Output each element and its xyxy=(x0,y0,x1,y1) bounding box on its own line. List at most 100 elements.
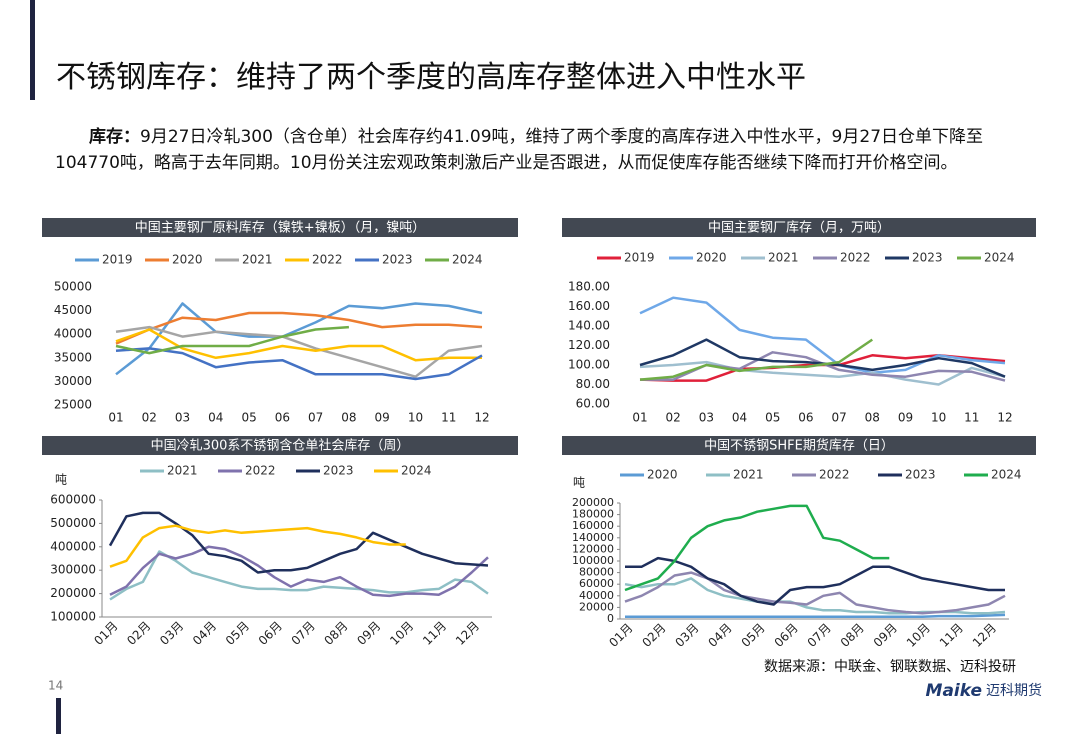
x-tick-label: 01 xyxy=(108,411,123,425)
y-tick-label: 300000 xyxy=(50,563,96,577)
x-tick-label: 07 xyxy=(308,411,323,425)
x-tick-label: 11月 xyxy=(420,619,449,648)
chart-header xyxy=(42,436,518,455)
legend-label: 2023 xyxy=(912,251,943,265)
legend-label: 2020 xyxy=(172,253,203,267)
x-tick-label: 02月 xyxy=(124,619,153,648)
page-number: 14 xyxy=(48,679,63,693)
y-tick-label: 50000 xyxy=(54,280,92,294)
series-line xyxy=(624,504,890,592)
legend-label: 2021 xyxy=(733,468,764,482)
y-tick-label: 140.00 xyxy=(568,319,610,333)
x-tick-label: 10月 xyxy=(387,619,416,648)
legend-label: 2023 xyxy=(905,468,936,482)
x-tick-label: 12月 xyxy=(970,621,999,650)
x-tick-label: 05 xyxy=(241,411,256,425)
chart-header xyxy=(42,218,518,237)
y-tick-label: 140000 xyxy=(572,531,614,544)
x-tick-label: 12月 xyxy=(453,619,482,648)
x-tick-label: 10 xyxy=(931,411,946,425)
y-tick-label: 600000 xyxy=(50,493,96,507)
x-tick-label: 04 xyxy=(732,411,747,425)
x-tick-label: 03月 xyxy=(157,619,186,648)
legend-label: 2019 xyxy=(624,251,655,265)
x-tick-label: 09月 xyxy=(354,619,383,648)
x-tick-label: 07 xyxy=(831,411,846,425)
chart-title: 中国主要钢厂库存（月，万吨） xyxy=(708,220,890,236)
y-tick-label: 400000 xyxy=(50,539,96,553)
x-tick-label: 08月 xyxy=(321,619,350,648)
y-tick-label: 60.00 xyxy=(576,397,610,411)
x-tick-label: 04月 xyxy=(190,619,219,648)
x-tick-label: 11 xyxy=(964,411,979,425)
y-tick-label: 20000 xyxy=(579,600,614,613)
y-tick-label: 40000 xyxy=(579,589,614,602)
series-line xyxy=(115,347,483,381)
y-tick-label: 160000 xyxy=(572,519,614,532)
x-tick-label: 06 xyxy=(275,411,290,425)
x-tick-label: 05月 xyxy=(223,619,252,648)
paragraph: 库存：9月27日冷轧300（含仓单）社会库存约41.09吨，维持了两个季度的高库… xyxy=(55,124,1045,176)
y-tick-label: 80.00 xyxy=(576,377,610,391)
paragraph-label: 库存： xyxy=(89,127,140,147)
series-line xyxy=(639,296,1006,375)
y-tick-label: 30000 xyxy=(54,374,92,388)
x-tick-label: 03 xyxy=(699,411,714,425)
series-line xyxy=(115,311,483,345)
series-line xyxy=(625,556,1005,606)
y-tick-label: 100000 xyxy=(50,610,96,624)
x-tick-label: 08月 xyxy=(838,621,867,650)
x-tick-label: 02 xyxy=(142,411,157,425)
x-tick-label: 09 xyxy=(898,411,913,425)
accent-bar xyxy=(56,698,61,734)
x-tick-label: 06 xyxy=(798,411,813,425)
series-line xyxy=(115,325,483,378)
legend-label: 2022 xyxy=(819,468,850,482)
y-tick-label: 0 xyxy=(607,612,614,625)
legend-label: 2023 xyxy=(382,253,413,267)
series-line xyxy=(639,338,874,381)
legend-label: 2020 xyxy=(696,251,727,265)
legend-label: 2021 xyxy=(167,464,198,478)
x-tick-label: 11月 xyxy=(937,621,966,650)
legend-label: 2021 xyxy=(242,253,273,267)
x-tick-label: 03 xyxy=(175,411,190,425)
x-tick-label: 09月 xyxy=(871,621,900,650)
x-tick-label: 12 xyxy=(474,411,489,425)
series-line xyxy=(108,511,489,574)
x-tick-label: 03月 xyxy=(672,621,701,650)
accent-bar xyxy=(30,0,35,100)
legend-label: 2021 xyxy=(768,251,799,265)
x-tick-label: 11 xyxy=(441,411,456,425)
x-tick-label: 10 xyxy=(408,411,423,425)
series-line xyxy=(639,360,1006,386)
x-tick-label: 02月 xyxy=(639,621,668,650)
legend-label: 2024 xyxy=(984,251,1015,265)
series-line xyxy=(625,613,1006,618)
x-tick-label: 01月 xyxy=(606,621,635,650)
legend-label: 2024 xyxy=(401,464,432,478)
y-tick-label: 80000 xyxy=(579,566,614,579)
y-axis-label: 吨 xyxy=(55,473,67,487)
series-line xyxy=(115,328,482,362)
chart-title: 中国主要钢厂原料库存（镍铁+镍板）（月，镍吨） xyxy=(135,220,425,236)
legend-label: 2024 xyxy=(991,468,1022,482)
x-tick-label: 09 xyxy=(375,411,390,425)
x-tick-label: 06月 xyxy=(772,621,801,650)
x-tick-label: 08 xyxy=(341,411,356,425)
series-line xyxy=(109,524,406,568)
series-line xyxy=(115,325,349,355)
chart-title: 中国冷轧300系不锈钢含仓单社会库存（周） xyxy=(151,438,410,454)
y-tick-label: 45000 xyxy=(54,303,92,317)
chart-title: 中国不锈钢SHFE期货库存（日） xyxy=(704,438,894,454)
legend-label: 2023 xyxy=(323,464,354,478)
logo-cn: 迈科期货 xyxy=(986,682,1042,699)
x-tick-label: 02 xyxy=(666,411,681,425)
source: 数据来源：中联金、钢联数据、迈科投研 xyxy=(764,659,1016,675)
x-tick-label: 06月 xyxy=(256,619,285,648)
slide-title: 不锈钢库存：维持了两个季度的高库存整体进入中性水平 xyxy=(56,60,806,95)
y-tick-label: 25000 xyxy=(54,398,92,412)
y-tick-label: 40000 xyxy=(54,327,92,341)
